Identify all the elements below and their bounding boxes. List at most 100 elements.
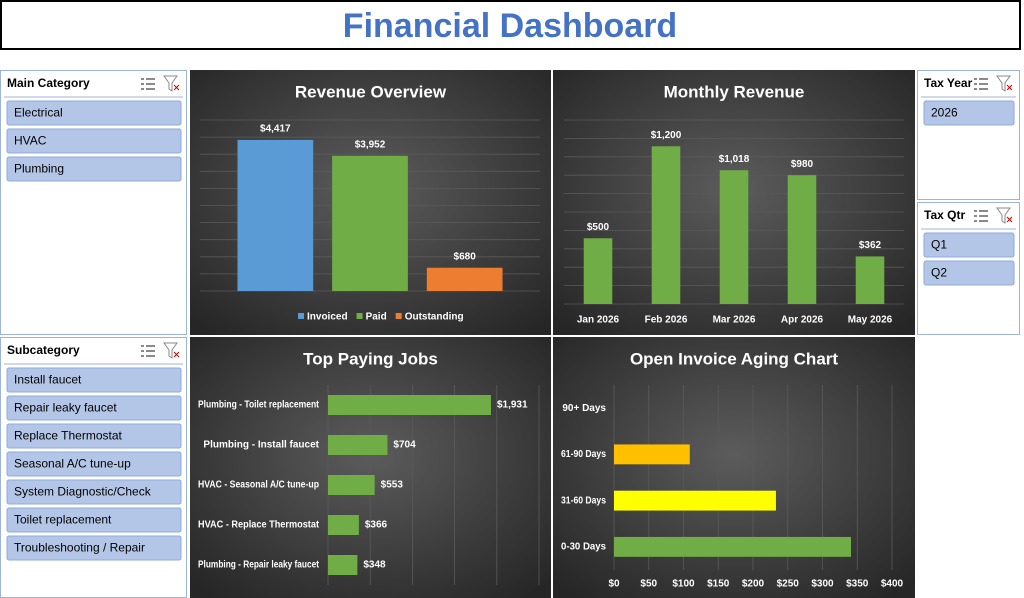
x-tick-label: $0 [608, 579, 620, 590]
bar [855, 256, 885, 304]
data-label: $1,018 [719, 154, 750, 165]
data-label: $500 [587, 222, 610, 233]
data-label: $704 [393, 440, 416, 451]
slicer-item[interactable] [6, 479, 182, 505]
legend-label: Invoiced [307, 312, 348, 323]
bar [328, 475, 375, 495]
slicer-item-label[interactable]: System Diagnostic/Check [14, 485, 152, 499]
bar [614, 444, 690, 465]
slicer-item-label[interactable]: 2026 [931, 106, 958, 120]
slicer-item[interactable] [923, 232, 1015, 258]
legend-swatch [395, 313, 402, 319]
clear-filter-button[interactable] [163, 75, 178, 92]
x-tick-label: Mar 2026 [713, 315, 756, 326]
dashboard-title: Financial Dashboard [343, 7, 677, 45]
y-tick-label: 31-60 Days [561, 495, 606, 506]
slicer-item-label[interactable]: Toilet replacement [14, 513, 112, 527]
bar [583, 238, 613, 304]
chart-title: Open Invoice Aging Chart [630, 349, 838, 368]
slicer-item[interactable] [6, 395, 182, 421]
y-tick-label: 0-30 Days [561, 542, 606, 553]
x-tick-label: $350 [846, 579, 869, 590]
slicer-item[interactable] [6, 367, 182, 393]
data-label: $980 [791, 159, 814, 170]
x-tick-label: Feb 2026 [645, 315, 688, 326]
bar [332, 155, 408, 291]
data-label: $348 [363, 560, 386, 571]
slicer-item[interactable] [6, 507, 182, 533]
legend-label: Paid [366, 312, 387, 323]
slicer-title: Subcategory [7, 343, 80, 357]
chart-panel [553, 337, 915, 598]
multi-select-button[interactable] [974, 78, 988, 90]
legend-swatch [298, 313, 304, 319]
slicer [917, 70, 1020, 200]
multi-select-button[interactable] [141, 78, 155, 90]
bar [614, 490, 776, 511]
slicer-item[interactable] [6, 128, 182, 154]
y-tick-label: Plumbing - Install faucet [203, 440, 319, 451]
legend-swatch [356, 313, 363, 319]
x-tick-label: $250 [777, 579, 800, 590]
slicer-item-label[interactable]: Q1 [931, 238, 947, 252]
slicer-item[interactable] [923, 100, 1015, 126]
slicer-item-label[interactable]: HVAC [14, 134, 47, 148]
slicer-item[interactable] [6, 451, 182, 477]
x-tick-label: $300 [811, 579, 834, 590]
slicer-item[interactable] [6, 156, 182, 182]
data-label: $553 [381, 480, 404, 491]
x-tick-label: $50 [640, 579, 657, 590]
multi-select-button[interactable] [141, 345, 155, 357]
slicer-item[interactable] [6, 100, 182, 126]
clear-filter-x [1006, 216, 1013, 223]
bar [328, 435, 388, 455]
clear-filter-button[interactable] [163, 342, 178, 359]
legend-label: Outstanding [405, 312, 464, 323]
x-tick-label: $200 [742, 579, 765, 590]
slicer-item[interactable] [923, 260, 1015, 286]
y-tick-label: 61-90 Days [561, 449, 606, 460]
slicer-item[interactable] [6, 423, 182, 449]
slicer-title: Tax Year [924, 76, 973, 90]
slicer-item-label[interactable]: Repair leaky faucet [14, 401, 117, 415]
data-label: $680 [454, 251, 477, 262]
bar [328, 395, 491, 415]
slicer-item-label[interactable]: Install faucet [14, 373, 82, 387]
clear-filter-x [1006, 84, 1013, 91]
bar [651, 146, 681, 304]
x-tick-label: $100 [672, 579, 695, 590]
title-box [0, 0, 1021, 50]
multi-select-button[interactable] [974, 210, 988, 222]
bar [787, 175, 817, 304]
data-label: $4,417 [260, 124, 291, 135]
x-tick-label: Apr 2026 [781, 315, 824, 326]
data-label: $366 [365, 520, 388, 531]
data-label: $362 [859, 240, 882, 251]
bar [614, 536, 851, 557]
data-label: $3,952 [355, 139, 386, 150]
slicer-title: Main Category [7, 76, 90, 90]
clear-filter-button[interactable] [996, 75, 1011, 92]
x-tick-label: $400 [881, 579, 904, 590]
clear-filter-x [173, 351, 180, 358]
y-tick-label: Plumbing - Toilet replacement [198, 400, 320, 411]
slicer-item-label[interactable]: Troubleshooting / Repair [14, 541, 145, 555]
x-tick-label: May 2026 [848, 315, 893, 326]
y-tick-label: HVAC - Seasonal A/C tune-up [198, 480, 319, 491]
bar [237, 139, 314, 291]
y-tick-label: Plumbing - Repair leaky faucet [198, 560, 320, 571]
slicer-item[interactable] [6, 535, 182, 561]
slicer-item-label[interactable]: Seasonal A/C tune-up [14, 457, 131, 471]
bar [328, 555, 358, 575]
clear-filter-button[interactable] [996, 207, 1011, 224]
clear-filter-x [173, 84, 180, 91]
slicer-item-label[interactable]: Electrical [14, 106, 63, 120]
slicer-item-label[interactable]: Q2 [931, 266, 947, 280]
bar [719, 170, 749, 304]
slicer-item-label[interactable]: Replace Thermostat [14, 429, 122, 443]
data-label: $1,931 [497, 400, 528, 411]
slicer-item-label[interactable]: Plumbing [14, 162, 64, 176]
y-tick-label: HVAC - Replace Thermostat [198, 520, 320, 531]
